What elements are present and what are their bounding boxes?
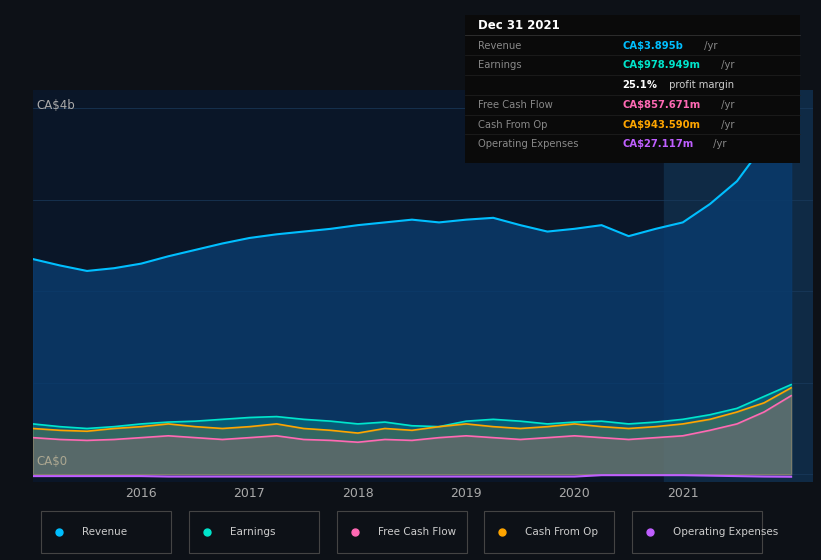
Text: Operating Expenses: Operating Expenses xyxy=(479,139,579,150)
Text: /yr: /yr xyxy=(718,100,735,110)
Text: /yr: /yr xyxy=(709,139,726,150)
Text: Cash From Op: Cash From Op xyxy=(525,527,599,537)
Text: Cash From Op: Cash From Op xyxy=(479,119,548,129)
Text: CA$0: CA$0 xyxy=(37,455,68,468)
Text: Revenue: Revenue xyxy=(479,40,522,50)
Text: CA$4b: CA$4b xyxy=(37,100,76,113)
Text: CA$857.671m: CA$857.671m xyxy=(622,100,700,110)
Text: Earnings: Earnings xyxy=(479,60,522,71)
Text: /yr: /yr xyxy=(701,40,718,50)
Text: CA$978.949m: CA$978.949m xyxy=(622,60,700,71)
Text: /yr: /yr xyxy=(718,60,735,71)
Text: Earnings: Earnings xyxy=(230,527,275,537)
Text: CA$27.117m: CA$27.117m xyxy=(622,139,694,150)
Text: 25.1%: 25.1% xyxy=(622,80,658,90)
Text: /yr: /yr xyxy=(718,119,735,129)
Text: CA$3.895b: CA$3.895b xyxy=(622,40,683,50)
Text: Free Cash Flow: Free Cash Flow xyxy=(378,527,456,537)
Bar xyxy=(664,90,813,482)
Text: CA$943.590m: CA$943.590m xyxy=(622,119,700,129)
Text: Dec 31 2021: Dec 31 2021 xyxy=(479,20,560,32)
Text: Free Cash Flow: Free Cash Flow xyxy=(479,100,553,110)
Text: Operating Expenses: Operating Expenses xyxy=(673,527,778,537)
Text: profit margin: profit margin xyxy=(666,80,734,90)
Text: Revenue: Revenue xyxy=(82,527,127,537)
